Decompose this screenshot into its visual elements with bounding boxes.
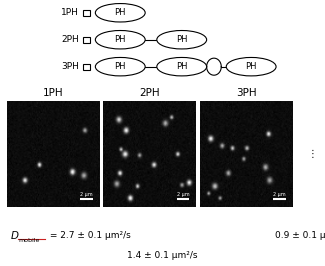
Bar — [83, 10, 90, 16]
Text: 2PH: 2PH — [139, 88, 160, 98]
Bar — [83, 64, 90, 70]
Text: ⋮: ⋮ — [307, 149, 317, 159]
Ellipse shape — [95, 3, 145, 22]
Text: 2 μm: 2 μm — [80, 192, 93, 197]
Text: PH: PH — [176, 35, 188, 44]
Text: 2PH: 2PH — [61, 35, 79, 44]
Ellipse shape — [157, 57, 207, 76]
Text: 1PH: 1PH — [43, 88, 63, 98]
Text: PH: PH — [114, 62, 126, 71]
Text: mobile: mobile — [19, 238, 40, 243]
Ellipse shape — [95, 57, 145, 76]
Ellipse shape — [226, 57, 276, 76]
Text: 3PH: 3PH — [61, 62, 79, 71]
Ellipse shape — [157, 31, 207, 49]
Text: $\mathit{D}$: $\mathit{D}$ — [10, 229, 19, 242]
Text: 1.4 ± 0.1 μm²/s: 1.4 ± 0.1 μm²/s — [127, 251, 197, 260]
Text: 3PH: 3PH — [236, 88, 256, 98]
Text: PH: PH — [114, 35, 126, 44]
Text: 2 μm: 2 μm — [273, 192, 286, 197]
Text: PH: PH — [245, 62, 257, 71]
Text: 0.9 ± 0.1 μm²/s: 0.9 ± 0.1 μm²/s — [275, 231, 325, 240]
Text: PH: PH — [114, 8, 126, 17]
Text: 2 μm: 2 μm — [177, 192, 189, 197]
Text: PH: PH — [176, 62, 188, 71]
Text: = 2.7 ± 0.1 μm²/s: = 2.7 ± 0.1 μm²/s — [47, 231, 131, 240]
Text: 1PH: 1PH — [61, 8, 79, 17]
Bar — [83, 37, 90, 43]
Ellipse shape — [95, 31, 145, 49]
